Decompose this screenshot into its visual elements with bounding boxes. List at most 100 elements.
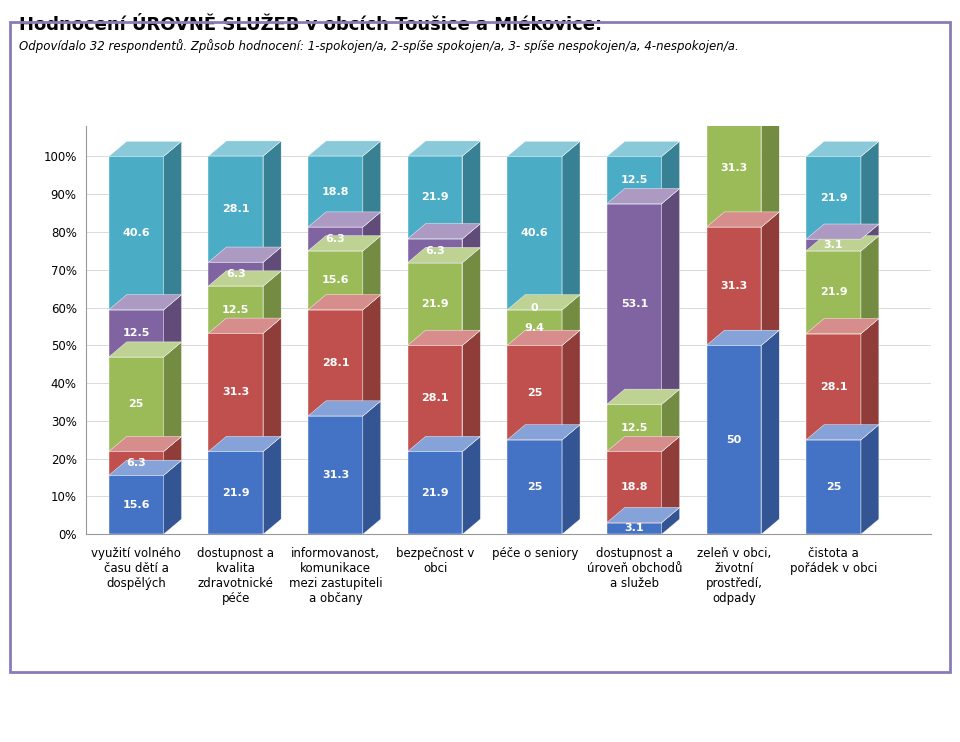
Text: 21.9: 21.9 — [222, 487, 250, 498]
FancyBboxPatch shape — [308, 416, 363, 534]
Polygon shape — [363, 212, 381, 251]
Text: 12.5: 12.5 — [620, 175, 648, 185]
Polygon shape — [163, 460, 181, 534]
Text: 6.3: 6.3 — [325, 234, 346, 244]
FancyBboxPatch shape — [507, 345, 563, 440]
Polygon shape — [408, 436, 480, 451]
Polygon shape — [761, 330, 780, 534]
Polygon shape — [806, 224, 879, 239]
FancyBboxPatch shape — [806, 334, 861, 440]
Text: 21.9: 21.9 — [820, 287, 848, 298]
FancyBboxPatch shape — [607, 404, 661, 451]
FancyBboxPatch shape — [707, 227, 761, 345]
Polygon shape — [163, 436, 181, 476]
Polygon shape — [861, 224, 879, 251]
Polygon shape — [761, 23, 780, 97]
Polygon shape — [661, 436, 680, 522]
Text: 15.6: 15.6 — [322, 275, 349, 286]
Polygon shape — [707, 82, 780, 97]
Polygon shape — [108, 141, 181, 157]
Text: 3.1: 3.1 — [724, 98, 744, 108]
Polygon shape — [607, 508, 680, 522]
Polygon shape — [607, 436, 680, 451]
Polygon shape — [707, 93, 780, 109]
Text: 31.3: 31.3 — [222, 387, 250, 398]
Polygon shape — [208, 247, 281, 262]
Text: 28.1: 28.1 — [421, 393, 449, 404]
FancyBboxPatch shape — [108, 476, 163, 534]
Text: 21.9: 21.9 — [820, 193, 848, 203]
Polygon shape — [208, 436, 281, 451]
Polygon shape — [308, 295, 381, 309]
Polygon shape — [707, 23, 780, 38]
FancyBboxPatch shape — [108, 451, 163, 476]
Text: 21.9: 21.9 — [421, 299, 449, 309]
Polygon shape — [108, 342, 181, 357]
Polygon shape — [263, 318, 281, 451]
Polygon shape — [363, 236, 381, 309]
Polygon shape — [108, 460, 181, 476]
Polygon shape — [163, 141, 181, 309]
Polygon shape — [563, 424, 580, 534]
Text: 21.9: 21.9 — [421, 487, 449, 498]
Text: 12.5: 12.5 — [123, 329, 150, 338]
Text: 0: 0 — [531, 303, 539, 313]
FancyBboxPatch shape — [208, 156, 263, 262]
Polygon shape — [463, 223, 480, 263]
Polygon shape — [707, 330, 780, 345]
Polygon shape — [363, 141, 381, 227]
Polygon shape — [408, 141, 480, 156]
Polygon shape — [108, 295, 181, 309]
Polygon shape — [507, 141, 580, 157]
Polygon shape — [761, 93, 780, 227]
Polygon shape — [263, 141, 281, 262]
Polygon shape — [208, 318, 281, 333]
Text: 28.1: 28.1 — [820, 381, 848, 392]
Text: 18.8: 18.8 — [322, 186, 349, 197]
Text: Hodnocení ÚROVNĚ SLUŽEB v obcích Toušice a Mlékovice:: Hodnocení ÚROVNĚ SLUŽEB v obcích Toušice… — [19, 16, 602, 34]
Polygon shape — [707, 212, 780, 227]
FancyBboxPatch shape — [707, 38, 761, 97]
Text: 15.6: 15.6 — [720, 62, 748, 73]
Polygon shape — [607, 141, 680, 157]
FancyBboxPatch shape — [607, 522, 661, 534]
Polygon shape — [661, 188, 680, 404]
Text: 40.6: 40.6 — [521, 228, 548, 238]
Polygon shape — [507, 330, 580, 345]
Polygon shape — [661, 389, 680, 451]
FancyBboxPatch shape — [806, 157, 861, 239]
FancyBboxPatch shape — [208, 451, 263, 534]
Polygon shape — [563, 330, 580, 440]
Text: 31.3: 31.3 — [720, 163, 748, 173]
Polygon shape — [308, 401, 381, 416]
Polygon shape — [308, 141, 381, 156]
FancyBboxPatch shape — [507, 440, 563, 534]
Text: 12.5: 12.5 — [620, 423, 648, 433]
FancyBboxPatch shape — [707, 345, 761, 534]
FancyBboxPatch shape — [208, 286, 263, 333]
Polygon shape — [363, 295, 381, 416]
Text: 40.6: 40.6 — [122, 228, 150, 238]
Polygon shape — [263, 436, 281, 534]
FancyBboxPatch shape — [707, 97, 761, 109]
FancyBboxPatch shape — [607, 203, 661, 404]
FancyBboxPatch shape — [308, 309, 363, 416]
FancyBboxPatch shape — [308, 251, 363, 309]
Polygon shape — [208, 271, 281, 286]
Polygon shape — [806, 141, 879, 157]
FancyBboxPatch shape — [308, 156, 363, 227]
FancyBboxPatch shape — [507, 157, 563, 309]
FancyBboxPatch shape — [208, 333, 263, 451]
Polygon shape — [861, 424, 879, 534]
Text: 18.8: 18.8 — [620, 482, 648, 492]
Polygon shape — [661, 508, 680, 534]
Text: 31.3: 31.3 — [322, 470, 349, 480]
Polygon shape — [507, 424, 580, 440]
FancyBboxPatch shape — [607, 157, 661, 203]
Polygon shape — [761, 212, 780, 345]
Text: 6.3: 6.3 — [425, 246, 444, 256]
Text: 25: 25 — [826, 482, 841, 492]
Text: 3.1: 3.1 — [824, 240, 844, 250]
Text: 12.5: 12.5 — [222, 305, 250, 315]
Polygon shape — [463, 330, 480, 451]
